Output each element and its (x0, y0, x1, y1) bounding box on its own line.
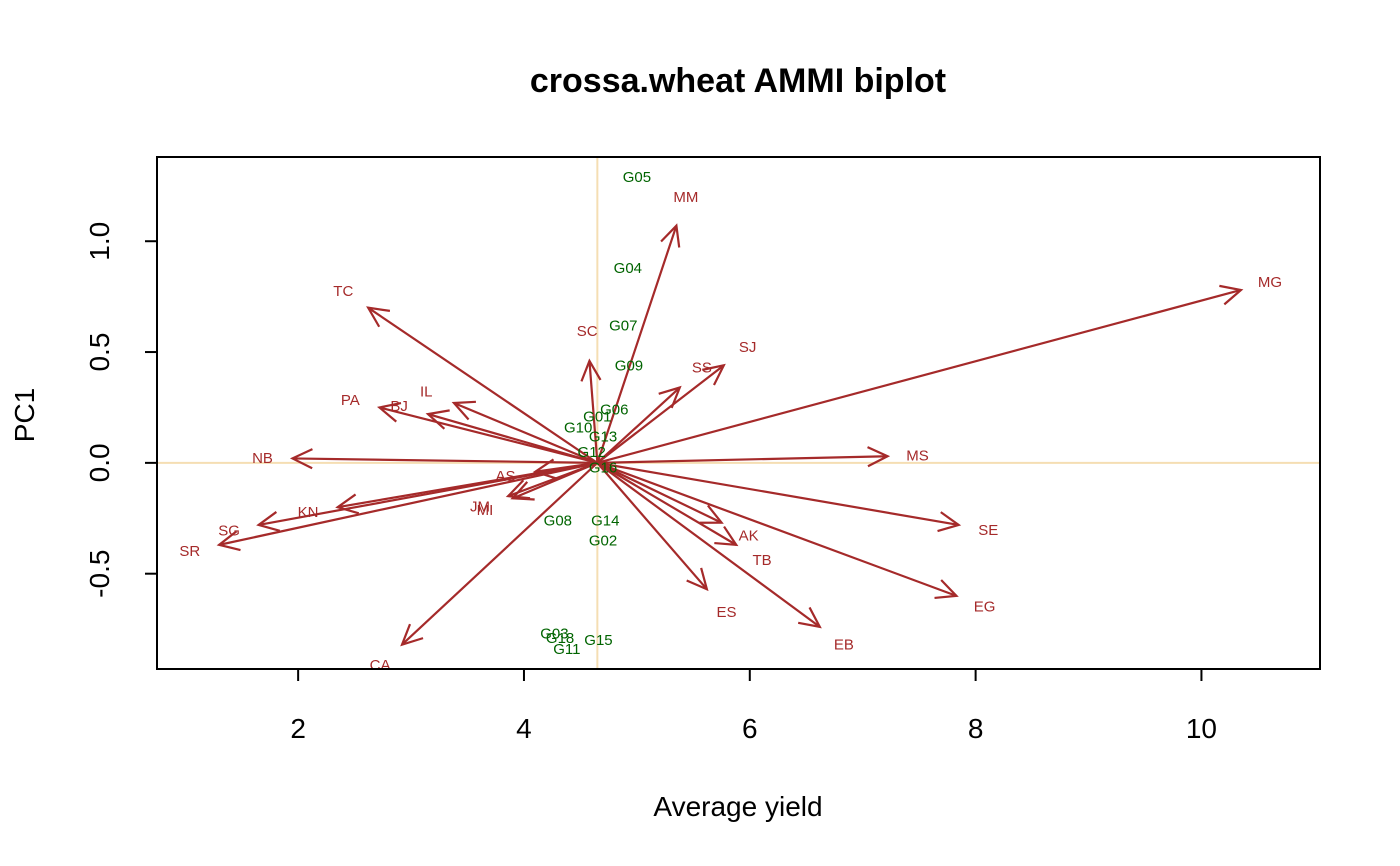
environment-label-nb: NB (252, 450, 273, 467)
x-tick-label: 2 (290, 713, 306, 744)
environment-label-ms: MS (906, 448, 929, 465)
environment-arrow-eb (596, 461, 822, 629)
environment-arrow-tb (596, 461, 739, 547)
x-axis-label: Average yield (653, 791, 822, 822)
genotype-label-g16: G16 (589, 459, 617, 476)
environment-label-jm: JM (470, 499, 490, 516)
environment-label-kn: KN (298, 504, 319, 521)
environment-arrow-ca (400, 462, 599, 647)
environment-label-mi: MI (477, 502, 494, 519)
environment-arrow-ss (596, 385, 682, 464)
genotype-label-g13: G13 (589, 428, 617, 445)
environment-arrow-il (451, 400, 598, 464)
environment-label-sc: SC (577, 323, 598, 340)
environment-arrow-ak (596, 461, 724, 524)
environment-label-eg: EG (974, 598, 996, 615)
environment-arrow-se (597, 461, 962, 533)
genotype-label-g18: G18 (546, 630, 574, 647)
genotype-label-g11: G11 (553, 641, 580, 658)
environment-label-sr: SR (179, 543, 200, 560)
genotype-label-g03: G03 (540, 626, 568, 643)
environment-label-as: AS (496, 468, 516, 485)
genotype-label-g05: G05 (623, 169, 651, 186)
environment-arrow-sg (256, 461, 598, 532)
genotype-label-g01: G01 (583, 408, 611, 425)
environment-label-il: IL (420, 383, 433, 400)
y-axis-label: PC1 (9, 388, 40, 442)
environment-label-tc: TC (333, 283, 353, 300)
x-tick-label: 8 (968, 713, 984, 744)
environment-label-ca: CA (370, 657, 391, 674)
y-tick-label: -0.5 (84, 550, 115, 598)
environment-arrow-tc (366, 306, 598, 464)
y-tick-label: 0.0 (84, 443, 115, 482)
environment-arrow-sj (596, 363, 726, 464)
genotype-label-g07: G07 (609, 317, 637, 334)
environment-label-mm: MM (673, 189, 698, 206)
reference-lines (157, 157, 1320, 669)
environment-arrow-eg (596, 461, 959, 600)
y-tick-label: 1.0 (84, 222, 115, 261)
genotype-label-g08: G08 (544, 512, 572, 529)
plot-frame (156, 156, 1321, 670)
genotype-label-g14: G14 (591, 512, 619, 529)
environment-arrow-sc (580, 358, 602, 463)
environment-label-bj: BJ (390, 398, 408, 415)
environment-label-sj: SJ (739, 339, 757, 356)
environment-label-sg: SG (218, 522, 240, 539)
x-tick-label: 6 (742, 713, 758, 744)
genotype-label-g10: G10 (564, 419, 592, 436)
environment-arrow-pa (376, 401, 598, 464)
environment-label-eb: EB (834, 637, 854, 654)
environment-label-ak: AK (739, 528, 759, 545)
y-tick-label: 0.5 (84, 333, 115, 372)
environment-label-ss: SS (692, 359, 712, 376)
environment-label-mg: MG (1258, 274, 1282, 291)
environment-arrow-nb (289, 448, 598, 470)
genotype-label-g09: G09 (615, 357, 643, 374)
environment-arrow-es (596, 462, 709, 592)
genotype-label-g15: G15 (584, 632, 612, 649)
chart-title: crossa.wheat AMMI biplot (530, 62, 946, 100)
environment-label-pa: PA (341, 392, 360, 409)
y-axis: -0.5 0.0 0.5 1.0 (84, 222, 158, 598)
environment-arrow-sr (216, 461, 598, 552)
environment-label-tb: TB (752, 552, 771, 569)
environment-arrow-mg (597, 284, 1244, 464)
genotype-label-g12: G12 (578, 444, 606, 461)
genotype-label-g06: G06 (600, 402, 628, 419)
environment-arrow-ms (597, 446, 891, 468)
environment-label-se: SE (978, 522, 998, 539)
x-tick-label: 10 (1186, 713, 1217, 744)
environment-arrow-mm (596, 223, 681, 464)
genotype-label-g02: G02 (589, 532, 617, 549)
x-axis: 2 4 6 8 10 (290, 668, 1217, 744)
genotype-label-g04: G04 (614, 260, 642, 277)
environment-arrow-bj (425, 409, 598, 464)
environment-arrows (216, 223, 1244, 647)
environment-label-es: ES (717, 604, 737, 621)
environment-arrow-mi (510, 461, 598, 501)
x-tick-label: 4 (516, 713, 532, 744)
